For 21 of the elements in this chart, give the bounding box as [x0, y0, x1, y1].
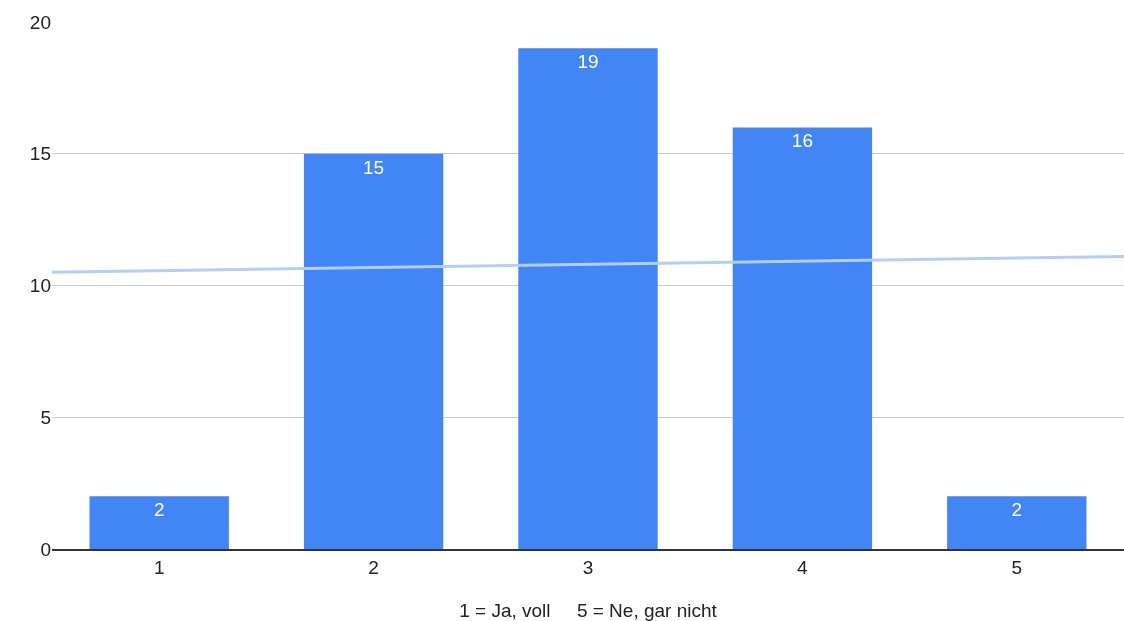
data-label: 2 — [1011, 499, 1023, 521]
data-label: 19 — [577, 51, 599, 73]
data-label: 16 — [791, 130, 813, 152]
x-tick-label: 4 — [797, 556, 809, 578]
x-tick-label: 3 — [582, 556, 594, 578]
bar — [732, 127, 873, 549]
data-label: 15 — [363, 156, 385, 178]
x-axis-title: 1 = Ja, voll 5 = Ne, gar nicht — [459, 600, 718, 621]
y-tick-label: 10 — [29, 275, 51, 297]
bar — [303, 153, 444, 549]
bar — [89, 496, 229, 549]
y-tick-label: 5 — [40, 406, 51, 428]
y-tick-label: 0 — [40, 538, 51, 560]
x-tick-label: 1 — [153, 556, 165, 578]
y-tick-label: 15 — [29, 143, 51, 165]
x-tick-label: 2 — [368, 556, 379, 578]
x-tick-label: 5 — [1011, 556, 1023, 578]
y-tick-label: 20 — [29, 11, 51, 33]
data-label: 2 — [153, 499, 165, 521]
bar — [518, 48, 658, 549]
bar — [947, 496, 1087, 549]
